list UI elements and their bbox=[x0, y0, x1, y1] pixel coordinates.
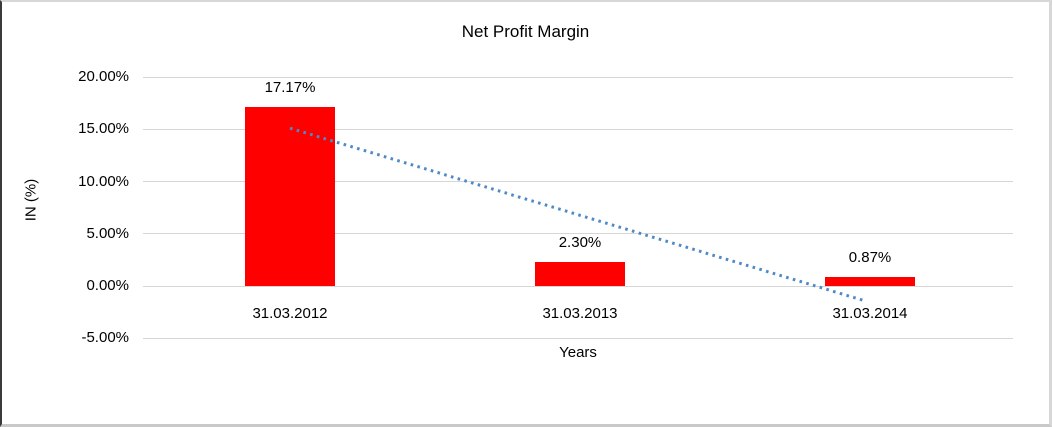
bar-31.03.2012 bbox=[245, 106, 335, 286]
gridline bbox=[143, 337, 1013, 339]
y-tick-label: 5.00% bbox=[86, 224, 129, 242]
x-tick-label: 31.03.2013 bbox=[542, 305, 618, 322]
x-axis-title: Years bbox=[559, 344, 597, 361]
x-tick-label: 31.03.2012 bbox=[252, 305, 328, 322]
bar-value-label: 17.17% bbox=[264, 78, 316, 96]
bar-value-label: 2.30% bbox=[558, 233, 602, 251]
x-tick-label: 31.03.2014 bbox=[832, 305, 908, 322]
gridline bbox=[143, 76, 1013, 78]
bar-31.03.2014 bbox=[825, 276, 915, 286]
chart-title: Net Profit Margin bbox=[461, 22, 590, 41]
bar-value-label: 0.87% bbox=[848, 248, 892, 266]
y-tick-label: 0.00% bbox=[86, 277, 129, 294]
y-tick-label: 15.00% bbox=[78, 120, 129, 138]
y-tick-label: 20.00% bbox=[78, 68, 129, 85]
y-tick-label: -5.00% bbox=[81, 329, 129, 347]
y-tick-label: 10.00% bbox=[78, 172, 129, 190]
bar-31.03.2013 bbox=[535, 261, 625, 286]
